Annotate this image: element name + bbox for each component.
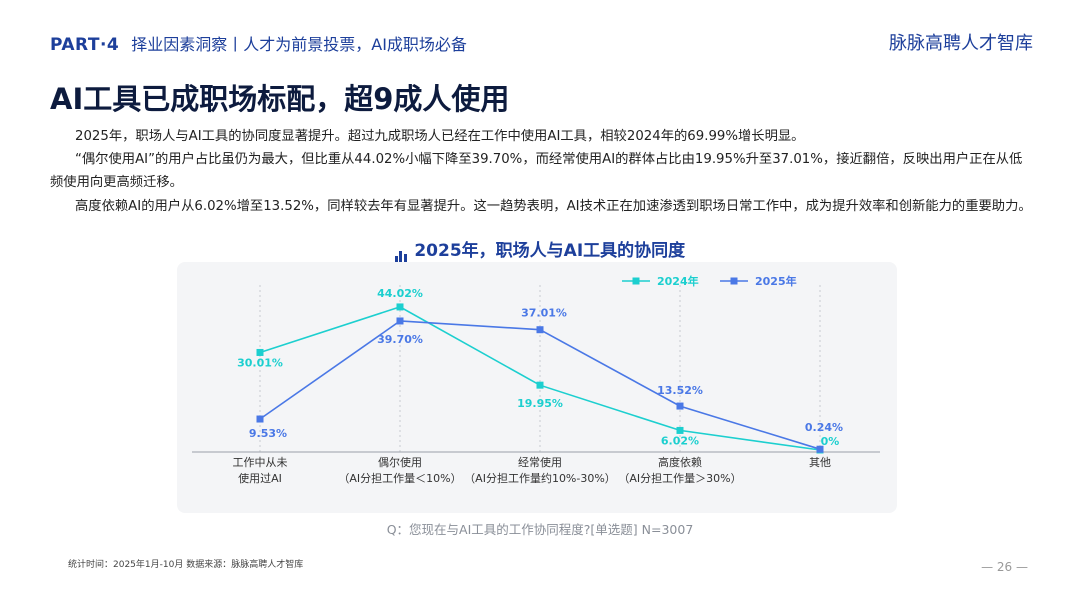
x-tick-label: 经常使用 — [518, 456, 562, 469]
data-label-2024: 19.95% — [517, 397, 563, 410]
data-point-2025 — [256, 415, 264, 423]
paragraph-1-text: 2025年，职场人与AI工具的协同度显著提升。超过九成职场人已经在工作中使用AI… — [75, 129, 805, 144]
brand-name: 脉脉高聘人才智库 — [889, 33, 1033, 54]
section-header: PART·4 择业因素洞察丨人才为前景投票，AI成职场必备 — [50, 31, 467, 55]
data-point-2025 — [396, 317, 404, 325]
legend-marker-2024 — [632, 277, 640, 285]
legend-label-2025: 2025年 — [755, 274, 797, 288]
legend-label-2024: 2024年 — [657, 274, 699, 288]
x-tick-label: 偶尔使用 — [378, 456, 422, 469]
data-label-2025: 37.01% — [521, 307, 567, 320]
paragraph-2-text: “偶尔使用AI”的用户占比虽仍为最大，但比重从44.02%小幅下降至39.70%… — [50, 152, 1023, 190]
page-title: AI工具已成职场标配，超9成人使用 — [50, 82, 510, 116]
data-point-2024 — [536, 381, 544, 389]
x-tick-label: 其他 — [809, 456, 831, 469]
legend-marker-2025 — [730, 277, 738, 285]
paragraph-3: 高度依赖AI的用户从6.02%增至13.52%，同样较去年有显著提升。这一趋势表… — [50, 196, 1035, 219]
data-label-2024: 0% — [821, 435, 840, 448]
data-label-2024: 44.02% — [377, 287, 423, 300]
x-tick-label: 工作中从未 — [233, 456, 288, 469]
paragraph-1: 2025年，职场人与AI工具的协同度显著提升。超过九成职场人已经在工作中使用AI… — [50, 126, 1035, 149]
data-point-2024 — [676, 426, 684, 434]
data-label-2024: 30.01% — [237, 356, 283, 369]
section-title: 择业因素洞察丨人才为前景投票，AI成职场必备 — [131, 35, 467, 54]
data-point-2024 — [256, 348, 264, 356]
page-number: — 26 — — [981, 560, 1028, 574]
chart-title: 2025年，职场人与AI工具的协同度 — [0, 236, 1080, 263]
data-point-2025 — [536, 326, 544, 334]
survey-question: Q：您现在与AI工具的工作协同程度?[单选题] N=3007 — [386, 522, 694, 537]
data-label-2025: 9.53% — [249, 427, 287, 440]
x-tick-label: （AI分担工作量约10%-30%） — [464, 471, 616, 485]
x-tick-label: 高度依赖 — [658, 455, 702, 469]
data-point-2025 — [816, 445, 824, 453]
data-label-2025: 13.52% — [657, 384, 703, 397]
data-label-2025: 0.24% — [805, 421, 843, 434]
x-tick-label: （AI分担工作量＜10%） — [338, 471, 461, 485]
data-point-2024 — [396, 303, 404, 311]
data-label-2024: 6.02% — [661, 434, 699, 447]
chart-title-text: 2025年，职场人与AI工具的协同度 — [414, 241, 686, 261]
paragraph-2: “偶尔使用AI”的用户占比虽仍为最大，但比重从44.02%小幅下降至39.70%… — [50, 149, 1035, 194]
paragraph-3-text: 高度依赖AI的用户从6.02%增至13.52%，同样较去年有显著提升。这一趋势表… — [75, 199, 1032, 214]
part-label: PART·4 — [50, 35, 120, 55]
x-tick-label: 使用过AI — [238, 472, 282, 485]
data-label-2025: 39.70% — [377, 333, 423, 346]
footer-source: 统计时间：2025年1月-10月 数据来源：脉脉高聘人才智库 — [68, 560, 304, 570]
x-tick-label: （AI分担工作量＞30%） — [618, 471, 741, 485]
data-point-2025 — [676, 402, 684, 410]
bar-chart-icon — [394, 243, 409, 263]
